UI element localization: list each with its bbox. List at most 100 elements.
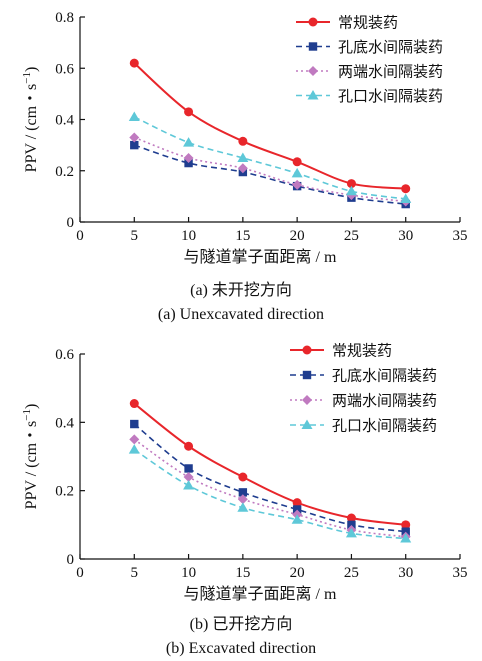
x-tick-label: 30 bbox=[398, 565, 413, 581]
data-point bbox=[237, 494, 248, 505]
x-tick-label: 10 bbox=[181, 565, 196, 581]
data-point bbox=[129, 58, 139, 68]
data-point bbox=[237, 502, 249, 512]
y-tick-label: 0.6 bbox=[55, 347, 74, 363]
data-point bbox=[345, 185, 357, 196]
legend-marker bbox=[302, 345, 312, 355]
legend-marker bbox=[308, 42, 318, 51]
x-tick-label: 0 bbox=[76, 565, 84, 581]
data-point bbox=[238, 136, 248, 146]
x-tick-label: 20 bbox=[290, 228, 305, 244]
x-tick-label: 10 bbox=[181, 228, 196, 244]
legend-entry: 孔口水间隔装药 bbox=[290, 418, 437, 435]
y-axis-label: PPV / (cm・s−1) bbox=[21, 67, 40, 173]
data-point bbox=[237, 152, 249, 162]
data-point bbox=[129, 132, 140, 143]
data-point bbox=[130, 140, 139, 150]
data-point bbox=[401, 520, 411, 530]
y-tick-label: 0.4 bbox=[55, 415, 74, 431]
legend-marker bbox=[302, 370, 312, 380]
legend-marker bbox=[307, 90, 319, 100]
series-2 bbox=[130, 419, 410, 536]
y-tick-label: 0.2 bbox=[55, 164, 74, 180]
x-tick-label: 5 bbox=[131, 228, 139, 244]
data-point bbox=[184, 464, 193, 473]
data-point bbox=[347, 520, 356, 530]
data-point bbox=[128, 444, 140, 454]
data-point bbox=[291, 514, 303, 524]
legend-label: 孔底水间隔装药 bbox=[338, 39, 443, 56]
caption-chinese: (a) 未开挖方向 bbox=[190, 281, 292, 299]
data-point bbox=[292, 157, 302, 167]
x-tick-label: 25 bbox=[344, 228, 359, 244]
series-line bbox=[133, 62, 406, 190]
legend-label: 常规装药 bbox=[338, 15, 398, 32]
data-point bbox=[292, 179, 303, 190]
data-point bbox=[346, 179, 356, 189]
data-point bbox=[128, 111, 140, 121]
data-point bbox=[345, 527, 357, 538]
x-tick-label: 15 bbox=[235, 565, 250, 581]
x-tick-label: 0 bbox=[76, 228, 84, 244]
y-tick-label: 0 bbox=[67, 215, 75, 231]
data-point bbox=[238, 472, 248, 482]
legend-entry: 孔口水间隔装药 bbox=[296, 88, 443, 105]
y-tick-label: 0.4 bbox=[55, 113, 74, 129]
data-point bbox=[129, 399, 139, 409]
data-point bbox=[184, 107, 194, 117]
legend-entry: 常规装药 bbox=[296, 15, 398, 32]
series-line bbox=[134, 144, 406, 205]
series-line bbox=[134, 136, 406, 203]
data-point bbox=[400, 533, 412, 543]
caption-english: (b) Excavated direction bbox=[166, 640, 316, 657]
legend-marker bbox=[302, 395, 312, 405]
chart-panel-1: 0 5 10 15 20 25 30 35 0 0.2 0.4 0.6 0.8 PPV / (cm・s−1… bbox=[21, 10, 468, 323]
legend-label: 两端水间隔装药 bbox=[338, 64, 443, 81]
x-axis-label: 与隧道掌子面距离 / m bbox=[184, 248, 337, 266]
y-tick-label: 0 bbox=[67, 552, 75, 568]
data-point bbox=[291, 167, 303, 178]
x-tick-label: 15 bbox=[235, 228, 250, 244]
legend-entry: 常规装药 bbox=[290, 343, 392, 360]
series-1 bbox=[129, 399, 411, 530]
data-point bbox=[401, 527, 410, 536]
series-line bbox=[133, 438, 406, 538]
data-point bbox=[183, 137, 195, 147]
x-tick-label: 30 bbox=[398, 228, 413, 244]
x-tick-label: 35 bbox=[453, 565, 468, 581]
legend-entry: 孔底水间隔装药 bbox=[296, 39, 443, 56]
legend-entry: 孔底水间隔装药 bbox=[290, 368, 437, 385]
data-point bbox=[346, 513, 356, 523]
series-3 bbox=[129, 434, 411, 542]
legend-marker bbox=[308, 17, 318, 27]
x-tick-label: 25 bbox=[344, 565, 359, 581]
series-4 bbox=[128, 444, 412, 543]
data-point bbox=[184, 158, 193, 168]
caption-english: (a) Unexcavated direction bbox=[158, 306, 324, 323]
legend-entry: 两端水间隔装药 bbox=[290, 393, 437, 410]
legend-label: 常规装药 bbox=[332, 343, 392, 360]
data-point bbox=[183, 480, 195, 490]
legend-label: 孔底水间隔装药 bbox=[332, 368, 437, 385]
data-point bbox=[292, 505, 302, 514]
y-tick-label: 0.6 bbox=[55, 61, 74, 77]
data-point bbox=[292, 498, 302, 508]
legend-label: 两端水间隔装药 bbox=[332, 393, 437, 410]
series-line bbox=[133, 423, 406, 533]
data-point bbox=[400, 193, 412, 203]
legend-entry: 两端水间隔装药 bbox=[296, 64, 443, 81]
series-line bbox=[133, 116, 406, 200]
legend-marker bbox=[301, 419, 313, 429]
y-tick-label: 0.8 bbox=[55, 10, 74, 26]
data-point bbox=[184, 441, 194, 451]
x-tick-label: 35 bbox=[453, 228, 468, 244]
data-point bbox=[130, 419, 139, 429]
legend-marker bbox=[308, 66, 318, 76]
series-line bbox=[133, 448, 406, 540]
data-point bbox=[237, 163, 248, 174]
series-1 bbox=[129, 58, 411, 194]
series-4 bbox=[128, 111, 412, 203]
data-point bbox=[238, 488, 248, 497]
x-axis-label: 与隧道掌子面距离 / m bbox=[184, 585, 337, 603]
